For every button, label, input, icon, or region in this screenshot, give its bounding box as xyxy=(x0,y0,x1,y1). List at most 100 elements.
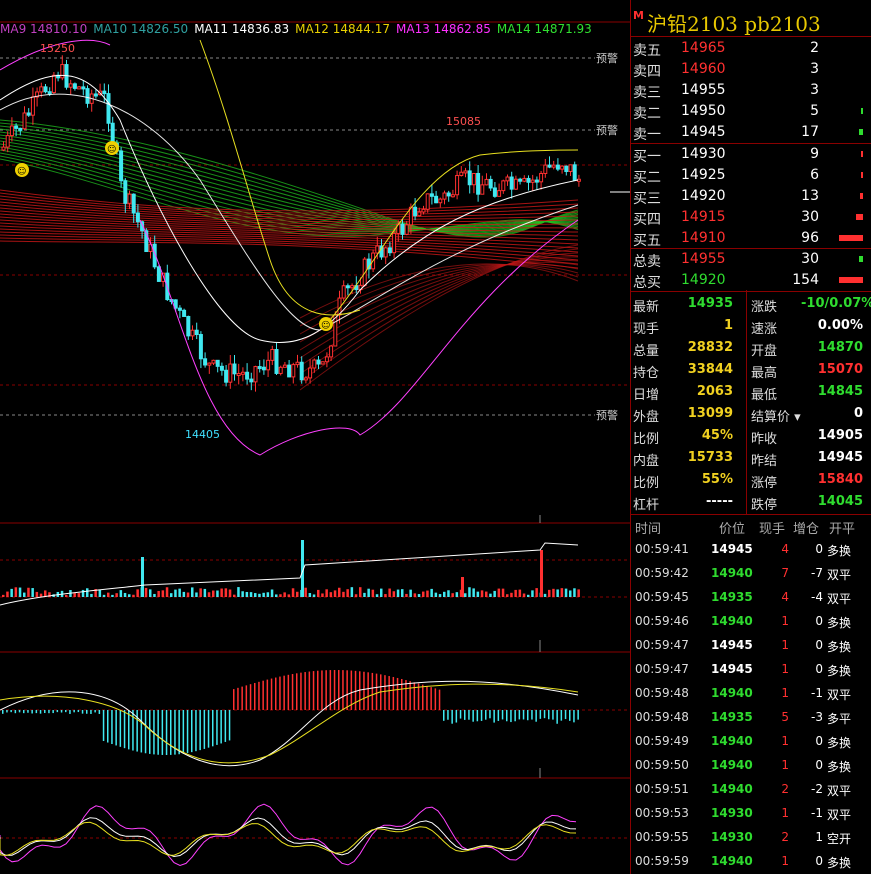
trade-type: 多平 xyxy=(827,712,852,726)
svg-text:☺: ☺ xyxy=(17,166,26,177)
level-price: 14910 xyxy=(681,230,726,246)
trade-change: 0 xyxy=(815,854,823,868)
warn-label-3: 预警 xyxy=(596,408,618,422)
trade-volume: 1 xyxy=(781,854,789,868)
stat-label: 昨收 xyxy=(751,432,778,447)
stat-row: 杠杆 ----- 跌停 14045 xyxy=(631,491,871,513)
order-book-row[interactable]: 卖四 14960 3 xyxy=(631,59,871,80)
trade-price: 14945 xyxy=(711,662,753,676)
trade-type: 多换 xyxy=(827,760,852,774)
order-book-row[interactable]: 卖二 14950 5 xyxy=(631,101,871,122)
candlestick-chart[interactable]: 15250 15085 14405 预警 预警 预警 ☺ ☺ ☺ xyxy=(0,0,630,874)
stat-label: 持仓 xyxy=(633,366,660,381)
trade-row: 00:59:49 14940 1 0 多换 xyxy=(631,730,871,754)
trade-volume: 1 xyxy=(781,806,789,820)
trade-row: 00:59:47 14945 1 0 多换 xyxy=(631,658,871,682)
depth-bar xyxy=(858,129,863,135)
order-book-row[interactable]: 总买 14920 154 xyxy=(631,270,871,291)
level-price: 14945 xyxy=(681,124,726,140)
trade-type: 多换 xyxy=(827,856,852,870)
trade-price: 14940 xyxy=(711,686,753,700)
depth-bar xyxy=(839,235,863,241)
level-volume: 9 xyxy=(810,146,819,162)
order-book-row[interactable]: 总卖 14955 30 xyxy=(631,249,871,270)
warn-label-1: 预警 xyxy=(596,51,618,65)
quote-panel: M 沪铅2103 pb2103 卖五 14965 2 卖四 14960 3 卖三 14955 3… xyxy=(630,0,871,874)
trade-price: 14945 xyxy=(711,542,753,556)
trade-time: 00:59:53 xyxy=(635,806,689,820)
trade-price: 14935 xyxy=(711,710,753,724)
order-book-row[interactable]: 卖五 14965 2 xyxy=(631,38,871,59)
instrument-name[interactable]: 沪铅2103 pb2103 xyxy=(647,12,821,36)
level-label: 买五 xyxy=(633,233,661,249)
instrument-title: M 沪铅2103 pb2103 xyxy=(631,6,871,37)
stat-value: 13099 xyxy=(687,406,733,421)
trade-row: 00:59:50 14940 1 0 多换 xyxy=(631,754,871,778)
stat-value: 15070 xyxy=(817,362,863,377)
trade-time: 00:59:50 xyxy=(635,758,689,772)
ma-legend-item: MA11 14836.83 xyxy=(194,22,290,36)
stat-value: 45% xyxy=(701,428,733,443)
trade-type: 多换 xyxy=(827,736,852,750)
trade-volume: 7 xyxy=(781,566,789,580)
level-label: 卖一 xyxy=(633,127,661,143)
level-label: 卖三 xyxy=(633,85,661,101)
trade-change: 0 xyxy=(815,758,823,772)
depth-bar xyxy=(860,151,863,157)
stat-label: 涨跌 xyxy=(751,300,778,315)
trade-change: 0 xyxy=(815,638,823,652)
high-label: 15250 xyxy=(40,42,75,55)
level-volume: 2 xyxy=(810,40,819,56)
stat-label: 速涨 xyxy=(751,322,778,337)
smiley-icon: ☺ xyxy=(105,141,119,155)
trade-price: 14940 xyxy=(711,734,753,748)
trade-row: 00:59:47 14945 1 0 多换 xyxy=(631,634,871,658)
stat-label[interactable]: 结算价 ▾ xyxy=(751,410,801,425)
trade-price: 14940 xyxy=(711,566,753,580)
order-book-row[interactable]: 买一 14930 9 xyxy=(631,144,871,165)
trade-volume: 1 xyxy=(781,686,789,700)
trade-time: 00:59:48 xyxy=(635,686,689,700)
order-book-row[interactable]: 卖三 14955 3 xyxy=(631,80,871,101)
macd-histogram xyxy=(0,670,579,767)
stat-value: 1 xyxy=(723,318,733,333)
trade-time: 00:59:46 xyxy=(635,614,689,628)
stat-value: ----- xyxy=(706,494,733,509)
level-price: 14920 xyxy=(681,272,726,288)
ma-legend-item: MA14 14871.93 xyxy=(496,22,592,36)
order-book-row[interactable]: 买四 14915 30 xyxy=(631,207,871,228)
stat-value: 14870 xyxy=(817,340,863,355)
market-badge: M xyxy=(633,9,644,22)
trade-change: -4 xyxy=(811,590,823,604)
order-book-row[interactable]: 卖一 14945 17 xyxy=(631,122,871,143)
level-price: 14955 xyxy=(681,82,726,98)
level-volume: 13 xyxy=(801,188,819,204)
smiley-icon: ☺ xyxy=(319,317,333,331)
order-book-row[interactable]: 买五 14910 96 xyxy=(631,228,871,249)
order-book-row[interactable]: 买二 14925 6 xyxy=(631,165,871,186)
stat-label: 涨停 xyxy=(751,476,778,491)
level-volume: 154 xyxy=(792,272,819,288)
trade-row: 00:59:46 14940 1 0 多换 xyxy=(631,610,871,634)
trade-change: -3 xyxy=(811,710,823,724)
stat-row: 持仓 33844 最高 15070 xyxy=(631,359,871,381)
trade-type: 双平 xyxy=(827,688,852,702)
ma-legend-item: MA10 14826.50 xyxy=(93,22,189,36)
depth-bar xyxy=(861,108,863,114)
trade-row: 00:59:59 14940 1 0 多换 xyxy=(631,850,871,874)
trade-time: 00:59:59 xyxy=(635,854,689,868)
trade-volume: 4 xyxy=(781,542,789,556)
order-book-row[interactable]: 买三 14920 13 xyxy=(631,186,871,207)
trade-change: -2 xyxy=(811,782,823,796)
oscillator-lines xyxy=(0,803,577,867)
level-volume: 6 xyxy=(810,167,819,183)
level-price: 14920 xyxy=(681,188,726,204)
trade-time: 00:59:51 xyxy=(635,782,689,796)
level-volume: 30 xyxy=(801,251,819,267)
trade-type: 多换 xyxy=(827,664,852,678)
depth-bar xyxy=(859,193,863,199)
trade-change: -1 xyxy=(811,806,823,820)
trade-time: 00:59:48 xyxy=(635,710,689,724)
trade-change: -1 xyxy=(811,686,823,700)
trade-volume: 2 xyxy=(781,782,789,796)
